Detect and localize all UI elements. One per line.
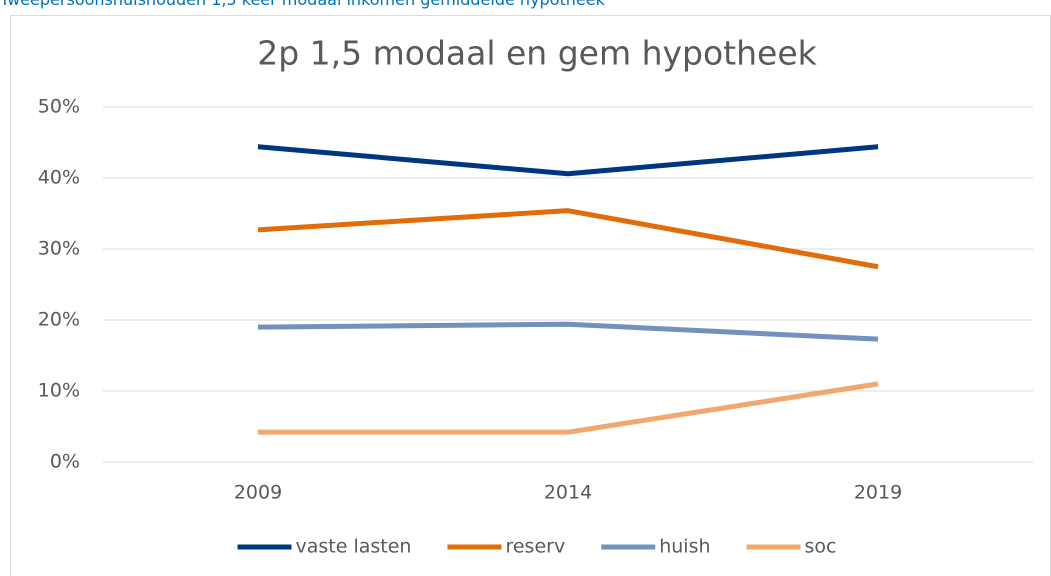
- legend-label: huish: [659, 536, 710, 558]
- y-tick-label: 40%: [38, 167, 80, 189]
- y-tick-label: 30%: [38, 238, 80, 260]
- y-tick-label: 0%: [50, 451, 80, 473]
- series-line: [257, 144, 879, 177]
- x-tick-label: 2014: [544, 482, 592, 504]
- series-line: [257, 321, 879, 342]
- y-tick-label: 10%: [38, 380, 80, 402]
- legend-label: reserv: [505, 536, 565, 558]
- series-line: [257, 208, 879, 270]
- legend-label: vaste lasten: [296, 536, 412, 558]
- x-tick-label: 2019: [854, 482, 902, 504]
- caption: Tweepersoonshuishouden 1,5 keer modaal i…: [0, 0, 606, 9]
- chart-title: 2p 1,5 modaal en gem hypotheek: [257, 34, 817, 73]
- series-line: [258, 381, 879, 435]
- x-tick-label: 2009: [234, 482, 282, 504]
- y-tick-label: 20%: [38, 309, 80, 331]
- y-tick-label: 50%: [38, 96, 80, 118]
- legend-label: soc: [805, 536, 837, 558]
